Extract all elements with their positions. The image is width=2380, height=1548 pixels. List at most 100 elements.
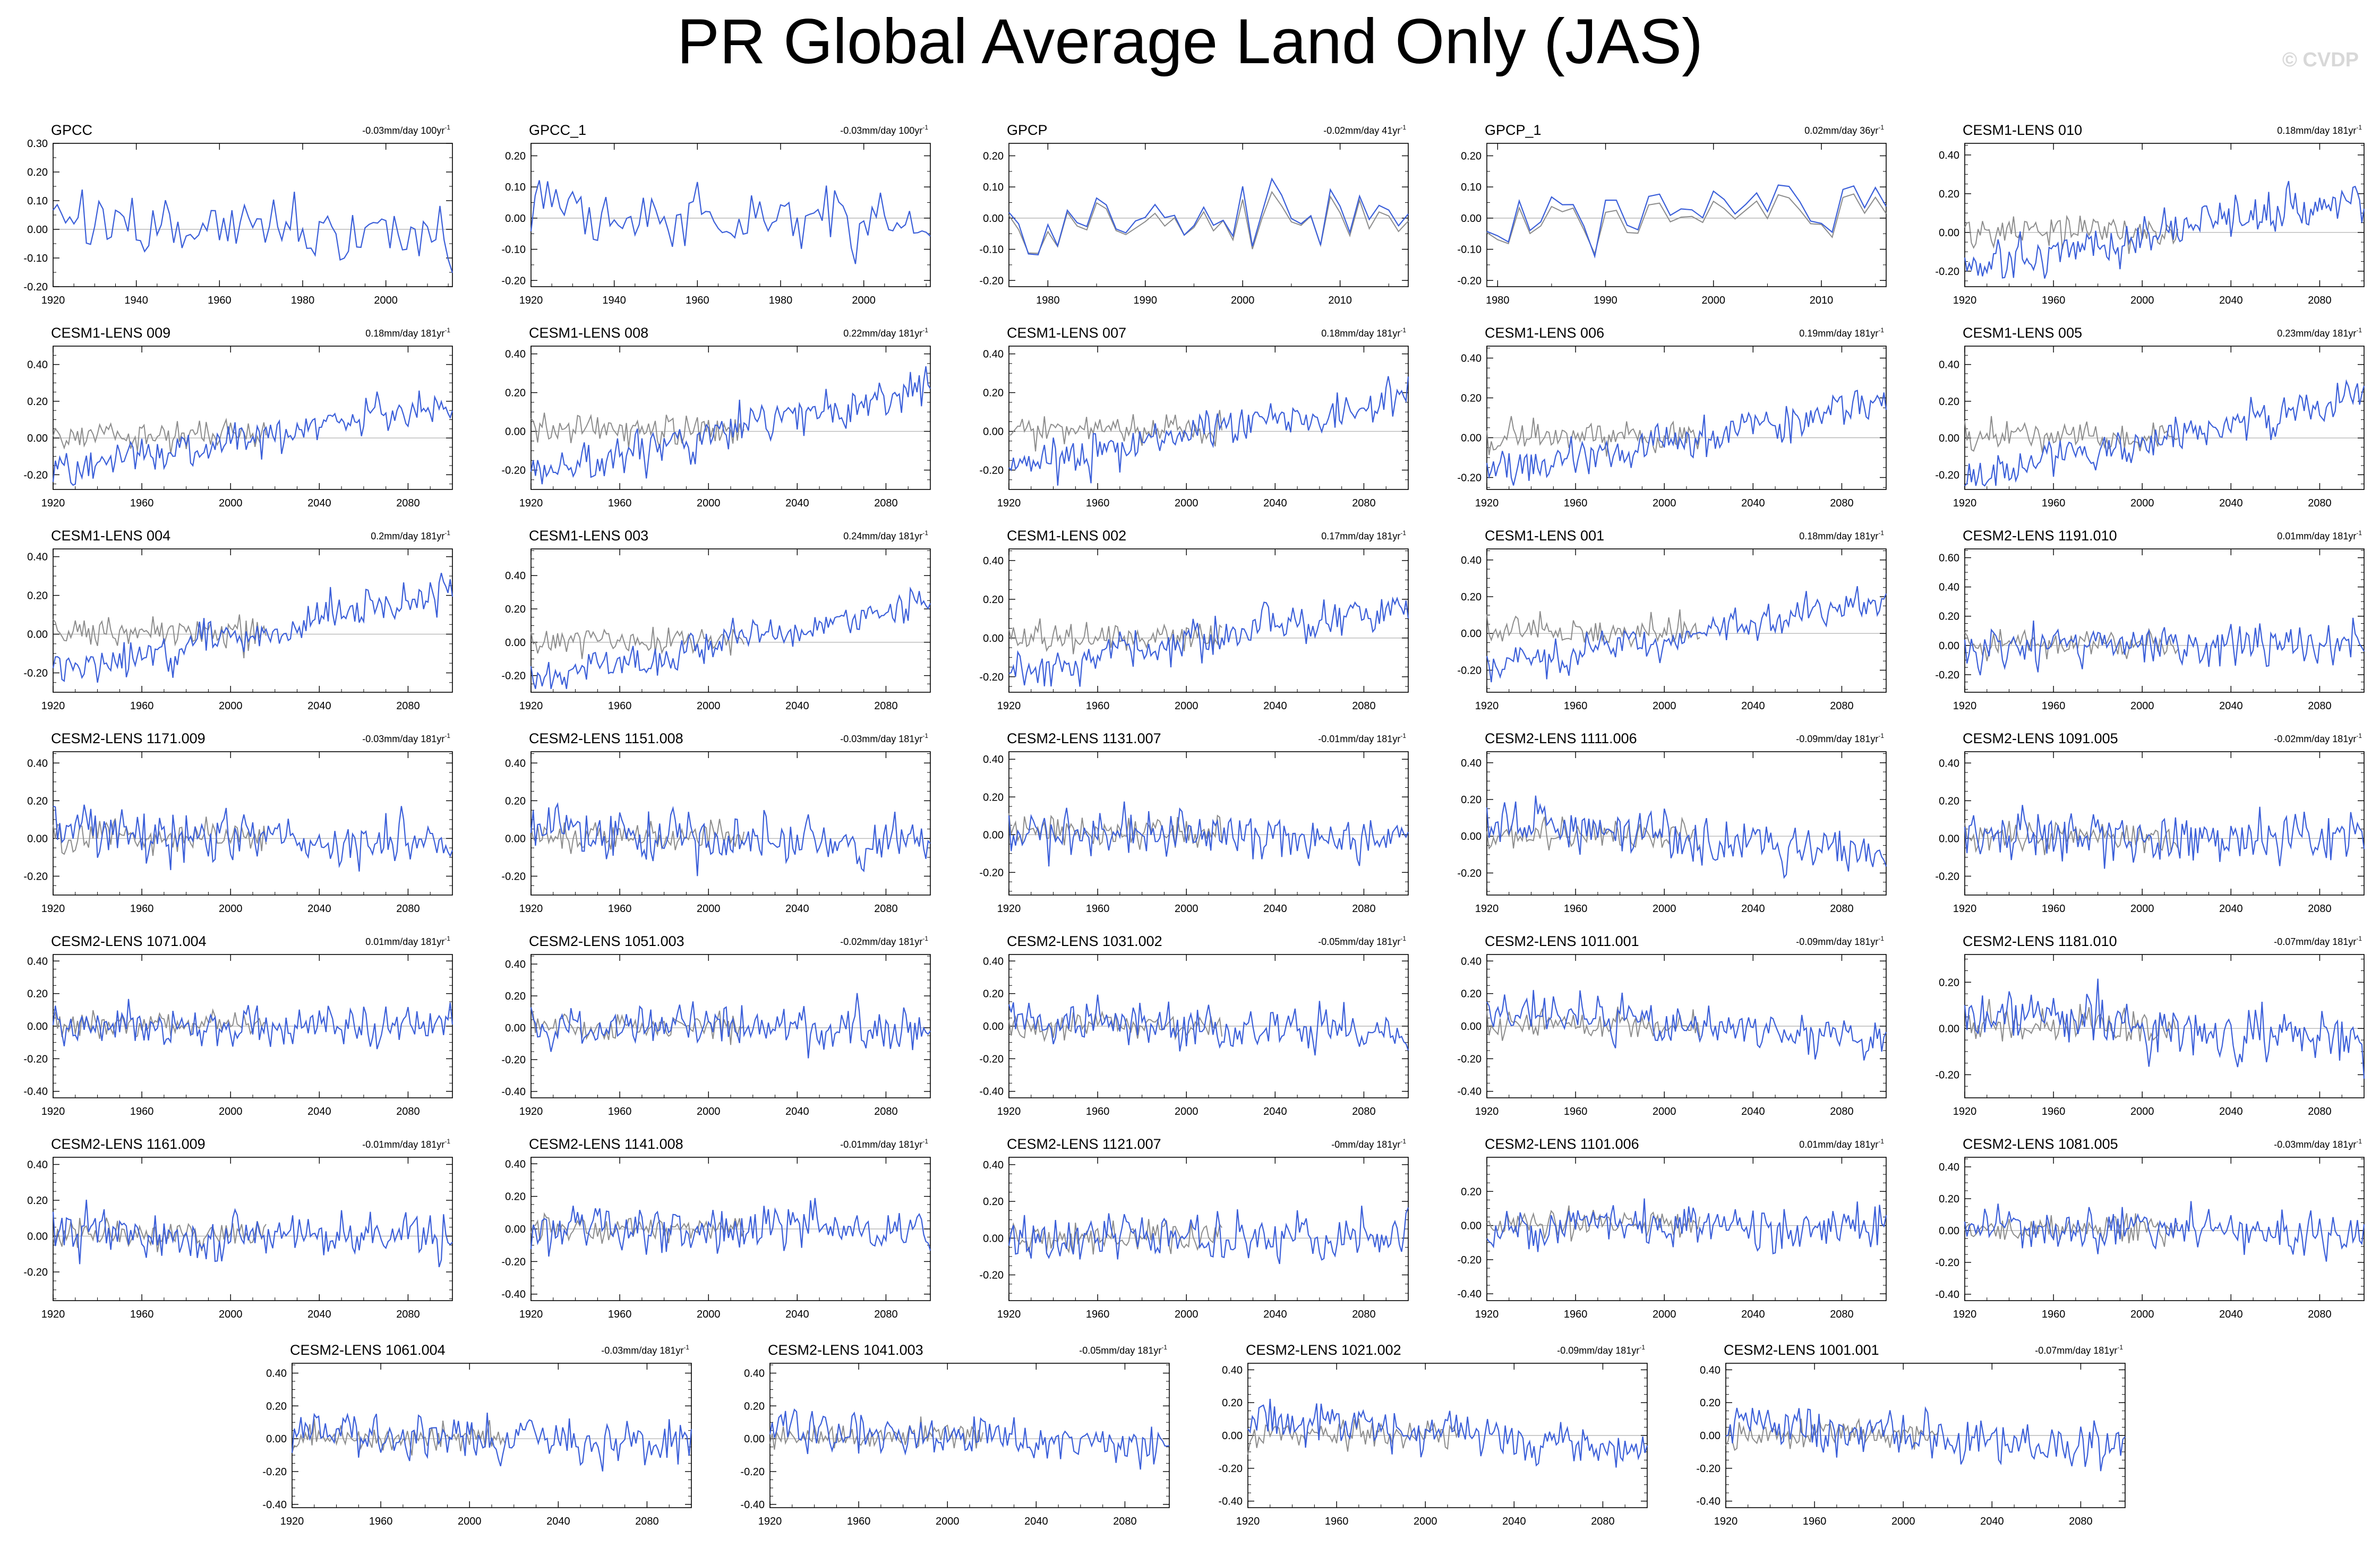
trend-superscript: -1: [2356, 529, 2362, 537]
y-tick-label: -0.40: [1457, 1288, 1482, 1300]
y-tick-label: -0.40: [740, 1499, 765, 1511]
trend-superscript: -1: [444, 732, 450, 739]
obs-series-line: [53, 417, 267, 454]
obs-series-line: [292, 1418, 506, 1456]
y-tick-label: -0.20: [979, 1053, 1004, 1065]
x-tick-label: 1960: [1564, 903, 1588, 915]
y-tick-label: 0.20: [983, 1196, 1004, 1208]
y-tick-label: -0.20: [979, 465, 1004, 477]
y-tick-label: 0.20: [505, 991, 526, 1002]
panel-title: CESM2-LENS 1141.008: [529, 1136, 683, 1152]
y-tick-label: 0.00: [27, 224, 48, 236]
chart-panel: CESM1-LENS 001 0.18mm/day 181yr-1 -0.20 0.0…: [1457, 528, 1887, 712]
y-tick-label: 0.20: [27, 167, 48, 178]
y-tick-label: -0.20: [1457, 1053, 1482, 1065]
trend-superscript: -1: [1400, 1138, 1406, 1145]
obs-series-line: [1964, 821, 2178, 855]
model-series-line: [769, 1408, 1170, 1470]
y-tick-label: -0.20: [1457, 867, 1482, 879]
y-tick-label: -0.20: [501, 1054, 526, 1066]
y-tick-label: 0.30: [27, 138, 48, 150]
y-tick-label: 0.40: [1939, 150, 1959, 161]
chart-panel: CESM1-LENS 007 0.18mm/day 181yr-1 -0.20 0.0…: [979, 325, 1409, 509]
chart-panel: CESM1-LENS 004 0.2mm/day 181yr-1 -0.20 0.00…: [23, 528, 453, 712]
y-tick-label: 0.00: [1939, 833, 1959, 845]
model-series-line: [530, 993, 931, 1059]
x-tick-label: 1960: [608, 1106, 632, 1117]
trend-superscript: -1: [1639, 1344, 1645, 1351]
model-series-line: [52, 573, 453, 683]
panel-title: CESM2-LENS 1151.008: [529, 730, 683, 746]
x-tick-label: 1960: [1325, 1516, 1349, 1527]
panel-title: CESM1-LENS 008: [529, 325, 648, 341]
obs-series-line: [1008, 410, 1223, 452]
x-tick-label: 1920: [519, 1106, 543, 1117]
model-series-line: [52, 999, 453, 1050]
y-tick-label: -0.20: [1696, 1463, 1720, 1475]
y-tick-label: -0.40: [262, 1499, 287, 1511]
x-tick-label: 1960: [1564, 1309, 1588, 1320]
y-tick-label: 0.20: [1939, 188, 1959, 200]
trend-superscript: -1: [1878, 529, 1884, 537]
panel-title: CESM1-LENS 010: [1963, 122, 2082, 138]
x-tick-label: 2000: [1653, 497, 1676, 509]
trend-label: -0.01mm/day 181yr-1: [1318, 732, 1406, 744]
panel-title: CESM1-LENS 005: [1963, 325, 2082, 341]
x-tick-label: 2080: [2308, 1309, 2332, 1320]
y-tick-label: 0.20: [266, 1400, 287, 1412]
y-tick-label: -0.20: [23, 1267, 48, 1278]
x-tick-label: 2040: [2219, 295, 2243, 306]
x-tick-label: 1960: [130, 700, 154, 712]
x-tick-label: 2040: [785, 700, 809, 712]
y-tick-label: 0.00: [983, 1233, 1004, 1244]
panel-title: CESM1-LENS 001: [1485, 528, 1604, 544]
y-tick-label: 0.00: [1222, 1430, 1243, 1442]
trend-label: 0.01mm/day 181yr-1: [365, 935, 450, 947]
panel-title: CESM2-LENS 1111.006: [1485, 730, 1637, 746]
trend-superscript: -1: [1878, 935, 1884, 942]
model-series-line: [1486, 184, 1887, 259]
x-tick-label: 2040: [1263, 1106, 1287, 1117]
y-tick-label: 0.20: [983, 388, 1004, 399]
y-tick-label: 0.40: [983, 754, 1004, 766]
y-tick-label: 0.00: [27, 833, 48, 845]
plot-frame: [530, 548, 931, 693]
model-series-line: [530, 180, 931, 264]
x-tick-label: 1960: [2042, 1106, 2066, 1117]
y-tick-label: -0.20: [23, 1053, 48, 1065]
y-tick-label: 0.00: [1939, 433, 1959, 444]
model-series-line: [1964, 180, 2365, 279]
y-tick-label: 0.20: [983, 792, 1004, 803]
y-tick-label: 0.20: [1461, 1186, 1482, 1198]
trend-superscript: -1: [1878, 1138, 1884, 1145]
trend-label: -0.03mm/day 181yr-1: [2274, 1138, 2362, 1150]
y-tick-label: -0.20: [1935, 1069, 1959, 1081]
panel-title: CESM1-LENS 002: [1007, 528, 1126, 544]
y-tick-label: -0.20: [23, 668, 48, 680]
panel-title: GPCC: [51, 122, 92, 138]
x-tick-label: 1920: [1475, 700, 1499, 712]
x-tick-label: 2080: [396, 497, 420, 509]
trend-label: -0.03mm/day 181yr-1: [362, 732, 450, 744]
obs-series-line: [1725, 1417, 1939, 1451]
panel-title: CESM1-LENS 003: [529, 528, 648, 544]
model-series-line: [530, 1198, 931, 1257]
x-tick-label: 1920: [41, 700, 65, 712]
panel-title: CESM1-LENS 009: [51, 325, 170, 341]
trend-superscript: -1: [444, 326, 450, 334]
plot-frame: [1486, 143, 1887, 287]
y-tick-label: 0.40: [1461, 555, 1482, 566]
x-tick-label: 1920: [519, 700, 543, 712]
chart-panel: CESM2-LENS 1071.004 0.01mm/day 181yr-1 -0.…: [23, 933, 453, 1117]
model-series-line: [1008, 596, 1409, 687]
obs-series-line: [1486, 1007, 1701, 1041]
y-tick-label: 0.00: [505, 1022, 526, 1034]
model-series-line: [1725, 1406, 2126, 1472]
model-series-line: [1486, 390, 1887, 486]
trend-label: 0.18mm/day 181yr-1: [2277, 124, 2362, 136]
panel-title: GPCP: [1007, 122, 1048, 138]
chart-panel: CESM2-LENS 1101.006 0.01mm/day 181yr-1 -0.…: [1457, 1136, 1887, 1320]
chart-panel: GPCP_1 0.02mm/day 36yr-1 -0.20 -0.10 0.00 0.1…: [1457, 122, 1887, 306]
model-series-line: [1964, 805, 2365, 869]
y-tick-label: 0.00: [505, 426, 526, 438]
